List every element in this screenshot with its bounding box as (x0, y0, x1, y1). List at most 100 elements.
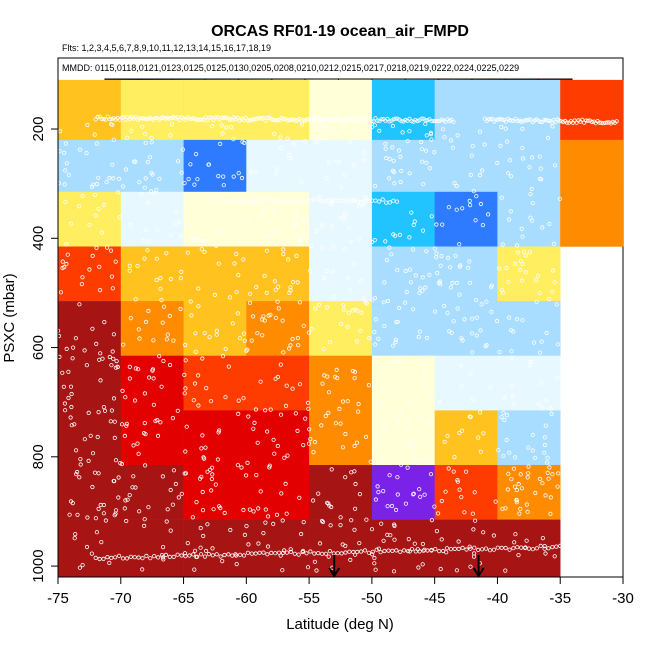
dates-label: MMDD: 0115,0118,0121,0123,0125,0125,0130… (62, 63, 519, 73)
track-point (411, 492, 416, 497)
track-point (508, 174, 514, 179)
track-point (152, 553, 157, 559)
track-point (204, 385, 209, 391)
heatmap-cell (560, 139, 624, 193)
track-point (195, 554, 200, 559)
track-point (472, 490, 477, 495)
track-point (411, 491, 416, 496)
track-point (110, 286, 116, 291)
track-point (398, 412, 403, 417)
track-point (396, 148, 402, 153)
track-point (341, 125, 346, 130)
track-point (451, 469, 456, 474)
track-point (362, 548, 368, 553)
track-point (101, 556, 106, 562)
track-point (478, 201, 483, 207)
track-point (390, 548, 395, 554)
track-point (527, 165, 532, 170)
track-point (290, 336, 295, 342)
track-point (140, 556, 145, 561)
track-point (133, 115, 138, 120)
track-point (222, 552, 227, 558)
track-point (324, 135, 329, 140)
x-axis: -75 -70 -65 -60 -55 -50 -45 -40 -35 -30 (47, 576, 634, 607)
track-point (175, 115, 180, 120)
track-point (420, 562, 425, 567)
track-point (352, 443, 357, 449)
track-point (421, 548, 426, 553)
track-point (74, 448, 79, 453)
track-point (206, 551, 211, 557)
track-point (253, 116, 258, 122)
heatmap-cell (309, 301, 373, 356)
track-point (542, 435, 548, 440)
track-point (328, 523, 333, 528)
track-point (383, 239, 388, 244)
track-point (448, 546, 453, 552)
track-point (285, 118, 290, 123)
track-point (383, 422, 388, 427)
track-point (337, 406, 342, 411)
track-point (434, 251, 439, 256)
track-point (192, 182, 197, 187)
track-point (187, 553, 192, 558)
track-point (427, 166, 432, 171)
track-point (207, 334, 212, 340)
track-point (263, 408, 268, 413)
heatmap-cell (497, 410, 561, 466)
track-point (326, 390, 332, 395)
track-point (142, 185, 147, 190)
track-point (381, 300, 386, 305)
track-point (420, 275, 425, 280)
track-point (94, 530, 100, 535)
track-point (324, 268, 329, 274)
track-point (213, 115, 218, 120)
track-point (314, 140, 319, 145)
track-point (175, 159, 181, 164)
track-point (505, 487, 510, 492)
track-point (312, 559, 317, 564)
track-point (237, 336, 243, 341)
track-point (479, 168, 485, 173)
track-point (161, 358, 166, 364)
heatmap-cell (120, 519, 184, 578)
track-point (544, 330, 549, 336)
track-point (467, 198, 472, 203)
track-point (288, 549, 293, 555)
track-point (182, 391, 187, 396)
track-point (369, 119, 374, 124)
track-point (468, 371, 473, 376)
track-point (115, 364, 120, 370)
track-point (127, 492, 132, 498)
track-point (526, 471, 531, 476)
track-point (351, 162, 356, 167)
y-axis-label: PSXC (mbar) (1, 273, 18, 362)
track-point (522, 545, 528, 551)
track-point (423, 371, 428, 376)
y-tick-label: 1000 (30, 549, 47, 582)
track-point (131, 474, 136, 479)
track-point (73, 531, 78, 537)
track-point (451, 319, 456, 324)
track-point (56, 333, 62, 339)
track-point (405, 139, 410, 144)
track-point (380, 428, 385, 433)
track-point (196, 238, 201, 243)
track-point (361, 296, 366, 301)
track-point (293, 118, 298, 123)
track-point (460, 206, 465, 211)
track-point (448, 285, 453, 290)
track-point (440, 127, 446, 132)
track-point (402, 300, 408, 305)
track-point (124, 135, 130, 140)
track-point (511, 466, 517, 471)
track-point (410, 247, 416, 252)
track-point (62, 265, 67, 270)
track-point (253, 551, 258, 556)
track-point (198, 545, 203, 550)
track-point (377, 128, 382, 133)
track-point (395, 116, 400, 121)
track-point (234, 553, 239, 558)
track-point (393, 337, 398, 342)
track-point (424, 249, 429, 254)
